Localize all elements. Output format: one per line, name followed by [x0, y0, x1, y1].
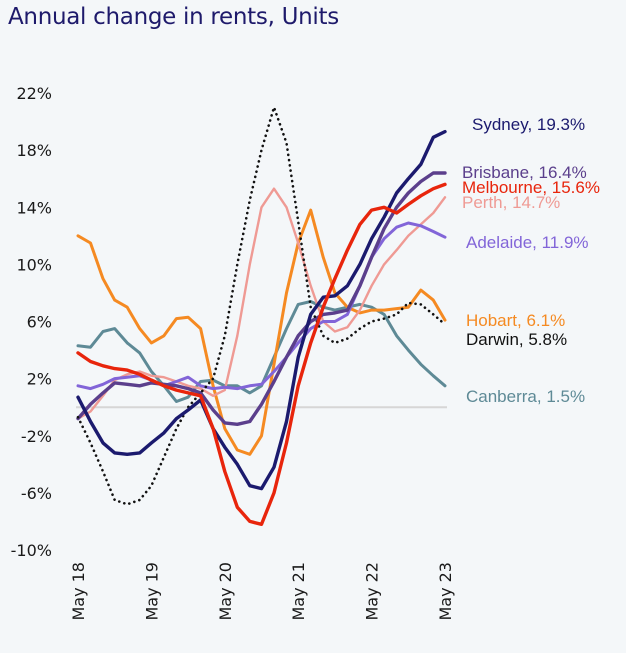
series-label-adelaide: Adelaide, 11.9% [466, 233, 589, 252]
y-tick-label: 6% [27, 313, 52, 332]
series-line-brisbane [76, 171, 447, 426]
series-line-adelaide [76, 221, 447, 391]
x-tick-label: May 22 [363, 562, 382, 621]
y-tick-label: 14% [16, 198, 52, 217]
series-line-sydney [76, 129, 447, 491]
y-tick-label: -2% [21, 427, 52, 446]
y-tick-label: -10% [11, 541, 52, 560]
series-line-melbourne [76, 182, 447, 526]
series-label-melbourne: Melbourne, 15.6% [462, 178, 600, 197]
series-label-canberra: Canberra, 1.5% [466, 387, 585, 406]
series-label-perth: Perth, 14.7% [462, 193, 560, 212]
chart-title: Annual change in rents, Units [8, 4, 339, 30]
x-tick-label: May 21 [289, 562, 308, 621]
series-line-perth [76, 187, 447, 420]
y-tick-label: 18% [16, 141, 52, 160]
x-tick-label: May 20 [216, 562, 235, 621]
x-axis: May 18 May 19 May 20 May 21 May 22 May 23 [69, 562, 455, 621]
x-tick-label: May 18 [69, 562, 88, 621]
series-label-brisbane: Brisbane, 16.4% [462, 163, 587, 182]
y-tick-label: 22% [16, 84, 52, 103]
x-tick-label: May 19 [142, 562, 161, 621]
y-axis: 22% 18% 14% 10% 6% 2% -2% -6% -10% [11, 84, 52, 560]
series-labels: Sydney, 19.3% Brisbane, 16.4%Melbourne, 1… [462, 115, 600, 406]
series-line-hobart [76, 208, 447, 456]
series-line-darwin [76, 106, 447, 506]
series-lines [76, 106, 447, 526]
y-tick-label: -6% [21, 484, 52, 503]
series-label-darwin: Darwin, 5.8% [466, 330, 567, 349]
series-label-hobart: Hobart, 6.1% [466, 311, 565, 330]
y-tick-label: 10% [16, 255, 52, 274]
y-tick-label: 2% [27, 370, 52, 389]
series-label-sydney: Sydney, 19.3% [472, 115, 585, 134]
x-tick-label: May 23 [436, 562, 455, 621]
